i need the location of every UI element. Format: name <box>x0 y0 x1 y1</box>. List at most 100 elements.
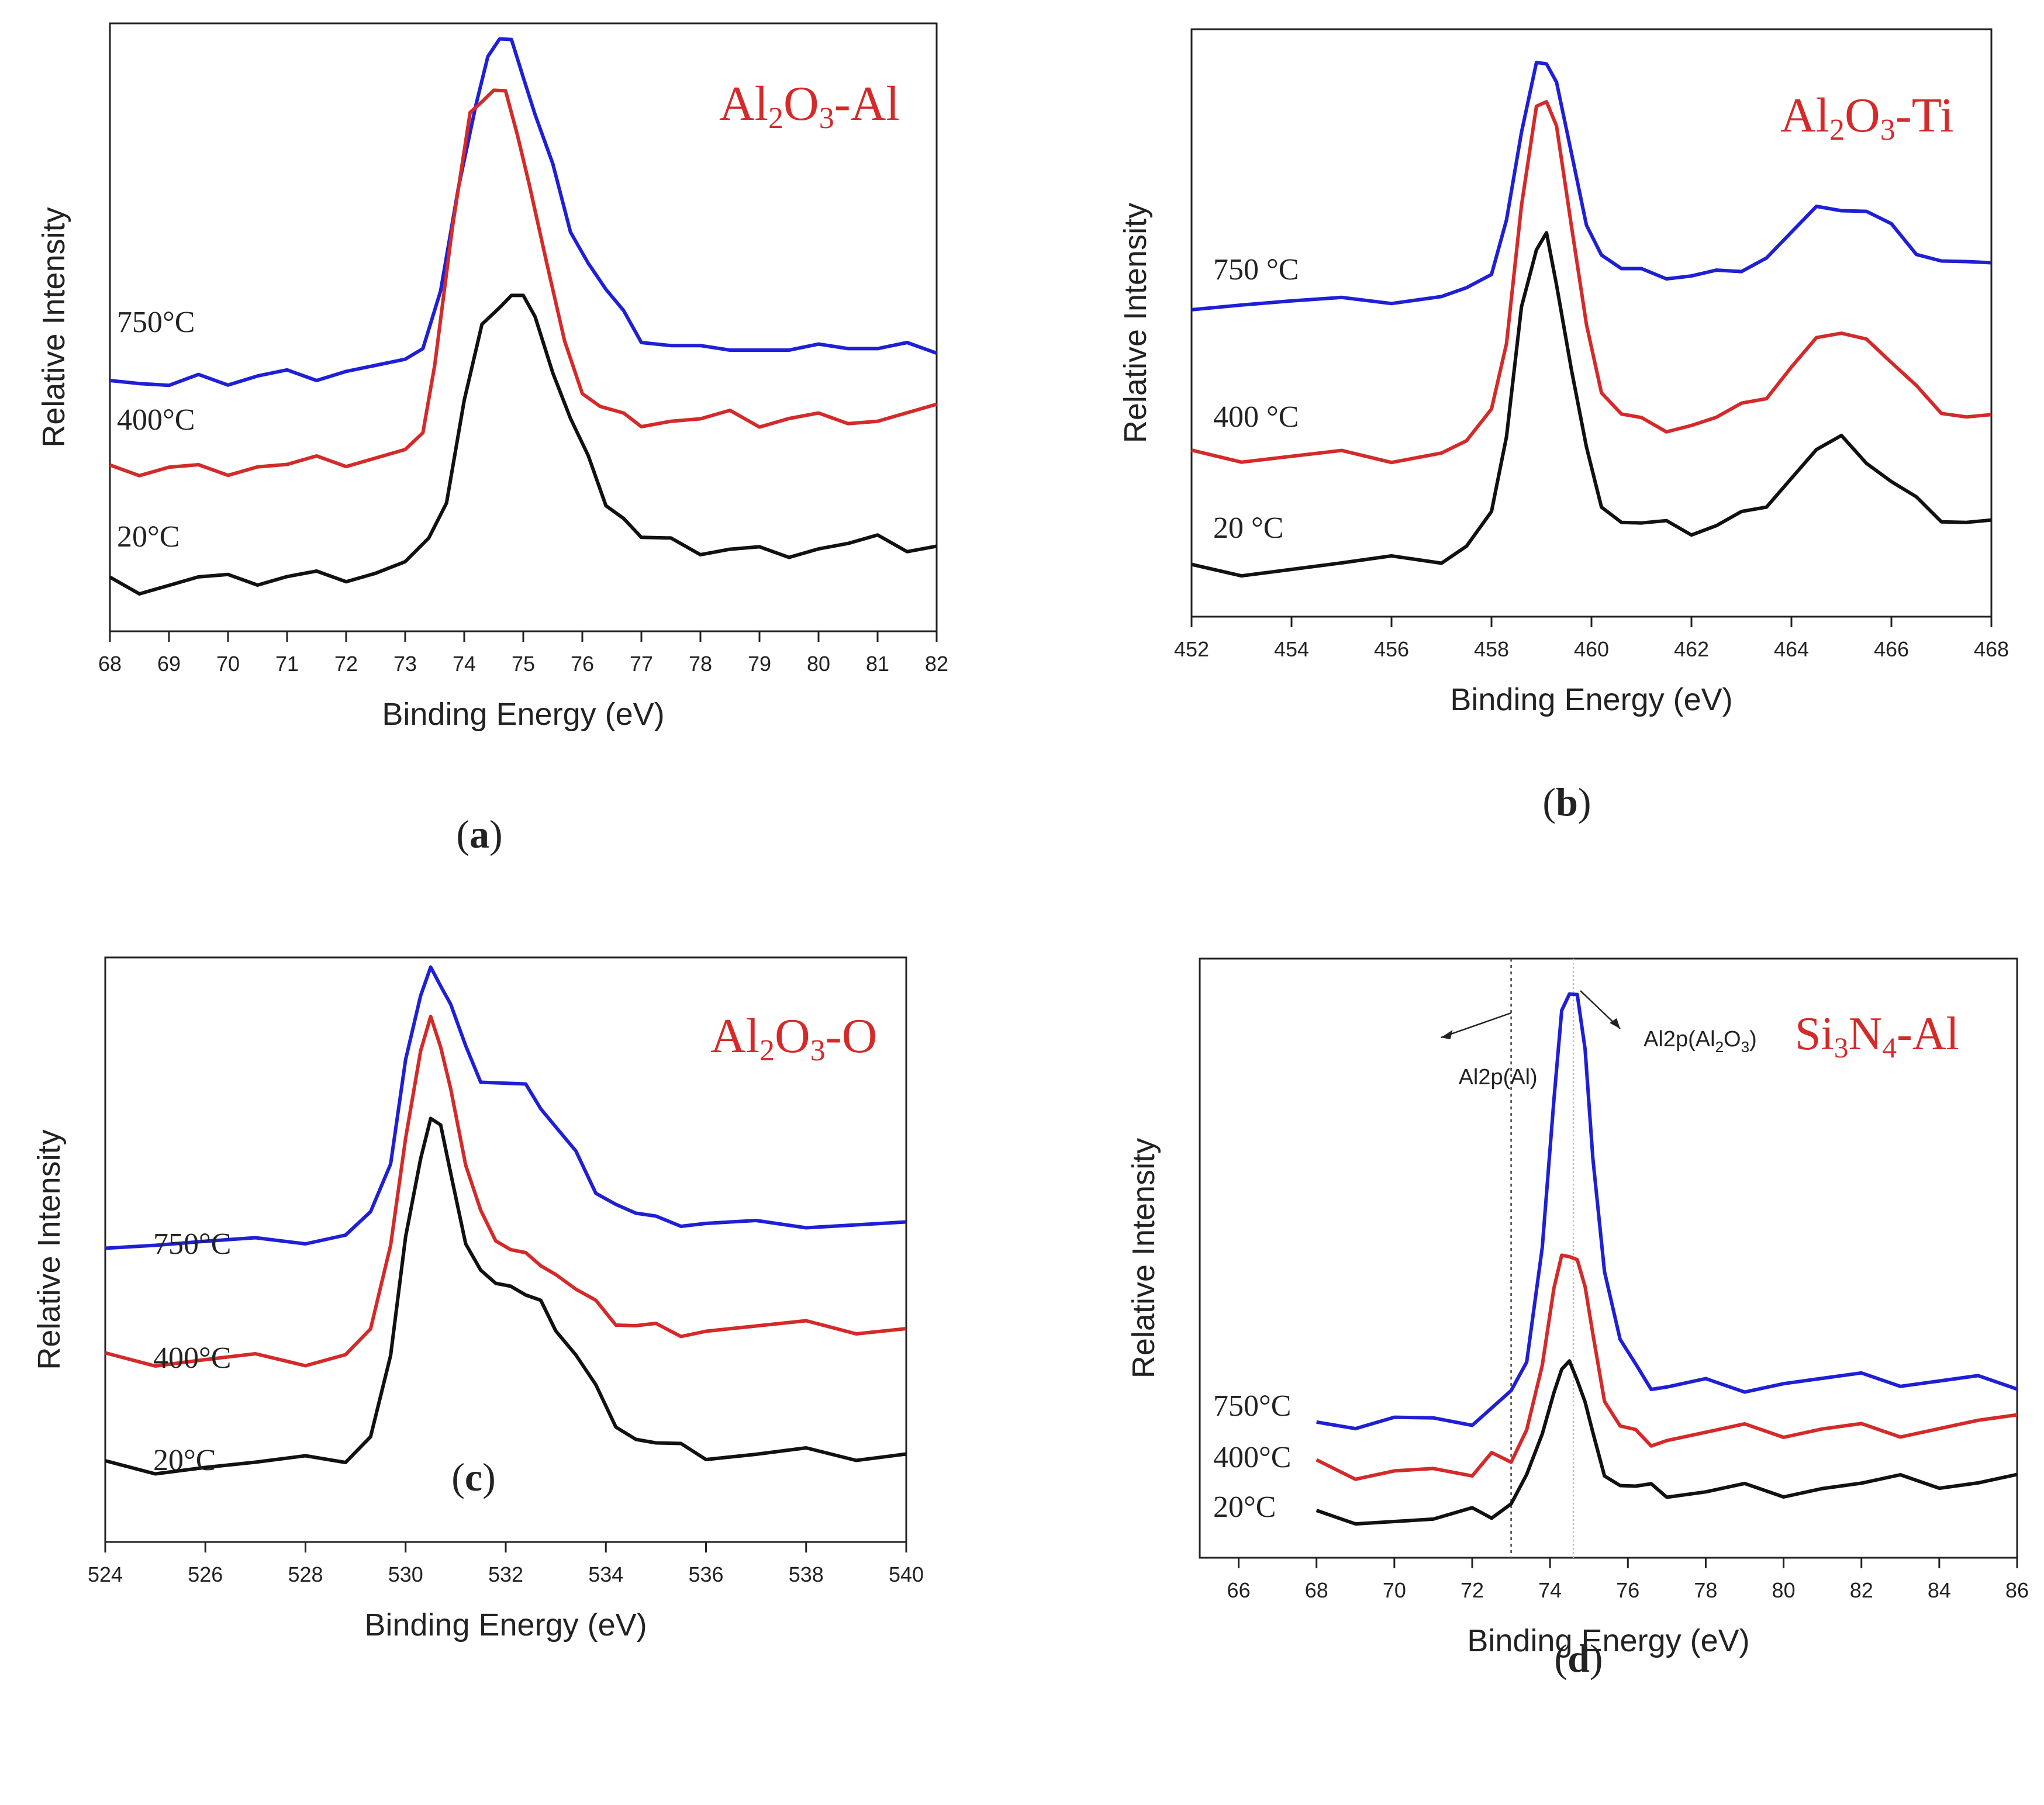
x-tick-label: 80 <box>1772 1578 1796 1602</box>
x-tick-label: 82 <box>925 652 948 676</box>
x-axis-label: Binding Energy (eV) <box>364 1607 647 1643</box>
title-subscript: 4 <box>1882 1032 1897 1064</box>
series-line <box>105 1015 907 1368</box>
annotation-al2o3: Al2p(Al2O3) <box>1644 1027 1757 1056</box>
x-tick-label: 540 <box>889 1562 924 1586</box>
x-tick-label: 77 <box>630 652 653 676</box>
panel-caption: (b) <box>1542 780 1591 824</box>
y-axis-label: Relative Intensity <box>36 207 71 447</box>
x-tick-label: 73 <box>393 652 417 676</box>
title-subscript: 2 <box>759 1034 775 1067</box>
x-tick-label: 74 <box>1538 1578 1562 1602</box>
x-axis-label: Binding Energy (eV) <box>1450 682 1732 717</box>
series-label: 750 °C <box>1213 253 1299 286</box>
x-tick-label: 82 <box>1850 1578 1873 1602</box>
title-text: N <box>1849 1008 1883 1060</box>
caption-open: ( <box>1554 1636 1567 1680</box>
title-text: Al <box>710 1009 759 1063</box>
x-tick-label: 69 <box>157 652 181 676</box>
series-label: 20°C <box>117 520 179 554</box>
panel-a: 68 69 70 71 72 73 74 75 76 77 78 79 80 81 82 Binding En… <box>36 22 948 856</box>
annotation-part: O <box>1724 1027 1741 1052</box>
caption-close: ) <box>1590 1636 1603 1680</box>
x-tick-label: 526 <box>188 1562 223 1586</box>
annotation-al: Al2p(Al) <box>1459 1065 1538 1090</box>
x-tick-label: 79 <box>748 652 771 676</box>
x-tick-label: 70 <box>1383 1578 1406 1602</box>
annotation-part: 2 <box>1715 1038 1724 1056</box>
series-label: 750°C <box>153 1227 231 1261</box>
x-tick-label: 452 <box>1174 637 1209 661</box>
arrow-al <box>1441 1012 1511 1039</box>
arrowhead <box>1441 1030 1453 1039</box>
y-axis-label: Relative Intensity <box>32 1129 67 1370</box>
panel-title: Al2O3-O <box>710 1009 877 1067</box>
title-text: -Al <box>1897 1008 1959 1060</box>
title-subscript: 2 <box>768 102 783 135</box>
caption-letter: c <box>465 1455 482 1499</box>
title-text: Al <box>719 77 768 131</box>
title-text: Si <box>1795 1008 1834 1060</box>
title-subscript: 3 <box>1834 1032 1849 1064</box>
title-text: O <box>783 77 819 131</box>
x-tick-label: 524 <box>88 1562 123 1586</box>
series-line <box>1191 60 1992 312</box>
panel-b: 452 454 456 458 460 462 464 466 468 Binding Energ… <box>1118 28 2009 824</box>
series-label: 400°C <box>1213 1441 1291 1474</box>
x-tick-label: 68 <box>98 652 122 676</box>
x-tick-label: 71 <box>275 652 299 676</box>
x-tick-label: 538 <box>789 1562 824 1586</box>
series-label: 750°C <box>117 306 195 339</box>
series-line <box>1191 100 1992 465</box>
x-tick-label: 70 <box>216 652 240 676</box>
panel-title: Al2O3-Al <box>719 77 900 135</box>
panel-title: Si3N4-Al <box>1795 1008 1959 1064</box>
x-tick-label: 68 <box>1305 1578 1328 1602</box>
x-tick-label: 466 <box>1874 637 1909 661</box>
x-tick-label: 72 <box>334 652 358 676</box>
caption-close: ) <box>482 1455 496 1499</box>
x-axis-label: Binding Energy (eV) <box>1467 1623 1749 1658</box>
x-tick-label: 76 <box>1616 1578 1639 1602</box>
series-line <box>1316 1359 2018 1526</box>
panel-caption: (a) <box>456 812 502 856</box>
x-tick-label: 76 <box>571 652 594 676</box>
title-subscript: 2 <box>1829 113 1845 147</box>
series-line <box>1191 231 1992 578</box>
caption-open: ( <box>456 812 469 856</box>
series-label: 400°C <box>153 1341 231 1375</box>
annotation-part: ) <box>1749 1027 1757 1052</box>
caption-open: ( <box>1542 780 1556 824</box>
x-tick-label: 456 <box>1374 637 1409 661</box>
x-tick-label: 534 <box>588 1562 623 1586</box>
x-tick-label: 81 <box>866 652 889 676</box>
x-tick-label: 458 <box>1474 637 1509 661</box>
panel-title: Al2O3-Ti <box>1780 88 1953 147</box>
series-label: 400°C <box>117 403 195 437</box>
title-text: O <box>775 1009 810 1063</box>
annotation-part: Al2p(Al <box>1644 1027 1715 1052</box>
x-tick-label: 74 <box>453 652 476 676</box>
y-axis-label: Relative Intensity <box>1126 1138 1161 1378</box>
series-label: 20 °C <box>1213 511 1283 545</box>
x-tick-label: 460 <box>1574 637 1609 661</box>
title-text: -O <box>826 1009 878 1063</box>
title-text: -Al <box>834 77 900 131</box>
x-tick-label: 528 <box>288 1562 323 1586</box>
panel-d: 66 68 70 72 74 76 78 80 82 84 86 Binding Energy (eV… <box>1126 957 2029 1680</box>
title-subscript: 3 <box>810 1034 826 1067</box>
caption-letter: a <box>469 812 489 856</box>
x-tick-label: 80 <box>807 652 830 676</box>
x-tick-label: 66 <box>1227 1578 1251 1602</box>
x-tick-label: 454 <box>1274 637 1309 661</box>
caption-open: ( <box>451 1455 465 1499</box>
caption-close: ) <box>489 812 503 856</box>
series-line <box>109 88 937 478</box>
x-axis-label: Binding Energy (eV) <box>382 697 664 732</box>
x-tick-label: 84 <box>1928 1578 1951 1602</box>
caption-close: ) <box>1578 780 1591 824</box>
plot-frame <box>1199 957 2018 1559</box>
title-text: -Ti <box>1895 88 1954 143</box>
caption-letter: b <box>1556 780 1578 824</box>
panel-caption: (d) <box>1554 1636 1603 1680</box>
